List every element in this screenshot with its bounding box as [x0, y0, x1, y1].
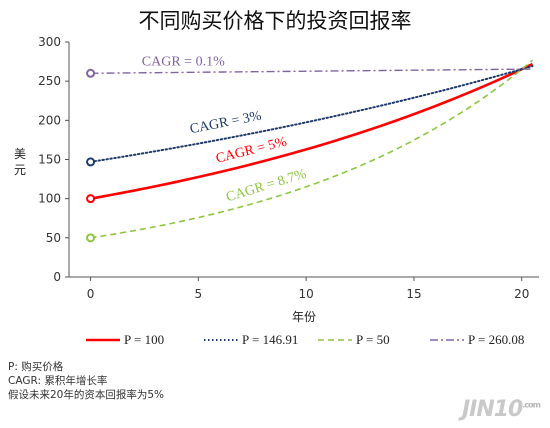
- series-start-marker-2: [86, 233, 96, 243]
- y-tick-label: 0: [53, 270, 61, 284]
- x-tick-label: 5: [195, 287, 203, 301]
- legend-label-2: P = 50: [356, 332, 390, 347]
- note-cagr: CAGR: 累积年增长率: [8, 375, 108, 387]
- y-tick-label: 200: [38, 113, 61, 127]
- y-tick-label: 100: [38, 192, 61, 206]
- x-tick-label: 20: [514, 287, 529, 301]
- watermark-sup: .com: [522, 400, 541, 410]
- series-line-2: [90, 59, 534, 239]
- y-axis-label: 美 元: [14, 147, 26, 177]
- x-tick-label: 10: [299, 287, 314, 301]
- y-tick-label: 300: [38, 35, 61, 49]
- legend-label-1: P = 146.91: [242, 332, 298, 347]
- watermark: JIN10.com: [461, 397, 541, 422]
- y-axis-label-char-1: 美: [14, 147, 26, 161]
- series-line-0: [90, 62, 534, 200]
- y-tick-label: 250: [38, 74, 61, 88]
- x-axis-label: 年份: [292, 310, 316, 324]
- legend: P = 100 P = 146.91 P = 50 P = 260.08: [86, 332, 524, 347]
- watermark-main: JIN10: [461, 397, 523, 422]
- series-start-marker-1: [86, 157, 96, 167]
- series-line-3: [90, 68, 533, 74]
- notes: P: 购买价格 CAGR: 累积年增长率 假设未来20年的资本回报率为5%: [8, 360, 164, 402]
- x-tick-label: 0: [87, 287, 95, 301]
- note-price: P: 购买价格: [8, 361, 64, 373]
- annotation-cagr-3: CAGR = 0.1%: [142, 54, 225, 69]
- y-tick-label: 150: [38, 153, 61, 167]
- axes: 0 50 100 150 200 250 300 0 5 10 15 20: [38, 35, 539, 301]
- legend-label-3: P = 260.08: [468, 332, 524, 347]
- note-assumption: 假设未来20年的资本回报率为5%: [8, 389, 165, 401]
- chart-title: 不同购买价格下的投资回报率: [139, 9, 412, 33]
- y-tick-label: 50: [46, 231, 61, 245]
- series-group: [86, 59, 534, 243]
- x-tick-label: 15: [406, 287, 421, 301]
- series-start-marker-3: [86, 68, 96, 78]
- series-line-1: [89, 65, 534, 163]
- y-axis-label-char-2: 元: [14, 163, 26, 177]
- legend-label-0: P = 100: [124, 332, 164, 347]
- series-start-marker-0: [86, 194, 96, 204]
